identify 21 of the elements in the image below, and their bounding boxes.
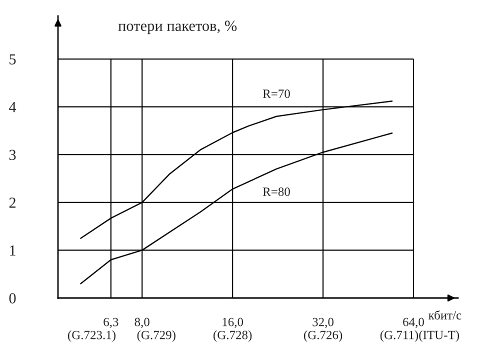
x-tick-label: 6,3 bbox=[104, 318, 118, 328]
x-axis-title: кбит/с bbox=[428, 310, 462, 320]
x-tick-label: 32,0 bbox=[312, 318, 334, 328]
y-tick-label: 5 bbox=[10, 54, 16, 64]
y-tick-label: 4 bbox=[8, 102, 16, 112]
x-tick-label: 8,0 bbox=[134, 318, 150, 328]
text: (G.729) bbox=[137, 330, 176, 342]
y-tick-label: 2 bbox=[9, 198, 16, 208]
text: (G.711) bbox=[380, 330, 418, 342]
series-label: R=80 bbox=[262, 188, 290, 196]
y-tick-label: 1 bbox=[10, 245, 16, 256]
text: (G.726) bbox=[304, 330, 342, 342]
y-axis-title: потери пакетов, % bbox=[118, 20, 237, 34]
y-tick-label: 0 bbox=[9, 293, 16, 304]
x-tick-label: 64,0 bbox=[403, 318, 424, 328]
text: (G.728) bbox=[214, 330, 252, 342]
x-tick-label: 16,0 bbox=[222, 318, 244, 328]
text: (G.723.1) bbox=[68, 330, 116, 342]
text: (ITU-T) bbox=[419, 330, 460, 342]
series-label: R=70 bbox=[262, 90, 290, 98]
y-tick-label: 3 bbox=[9, 150, 16, 160]
